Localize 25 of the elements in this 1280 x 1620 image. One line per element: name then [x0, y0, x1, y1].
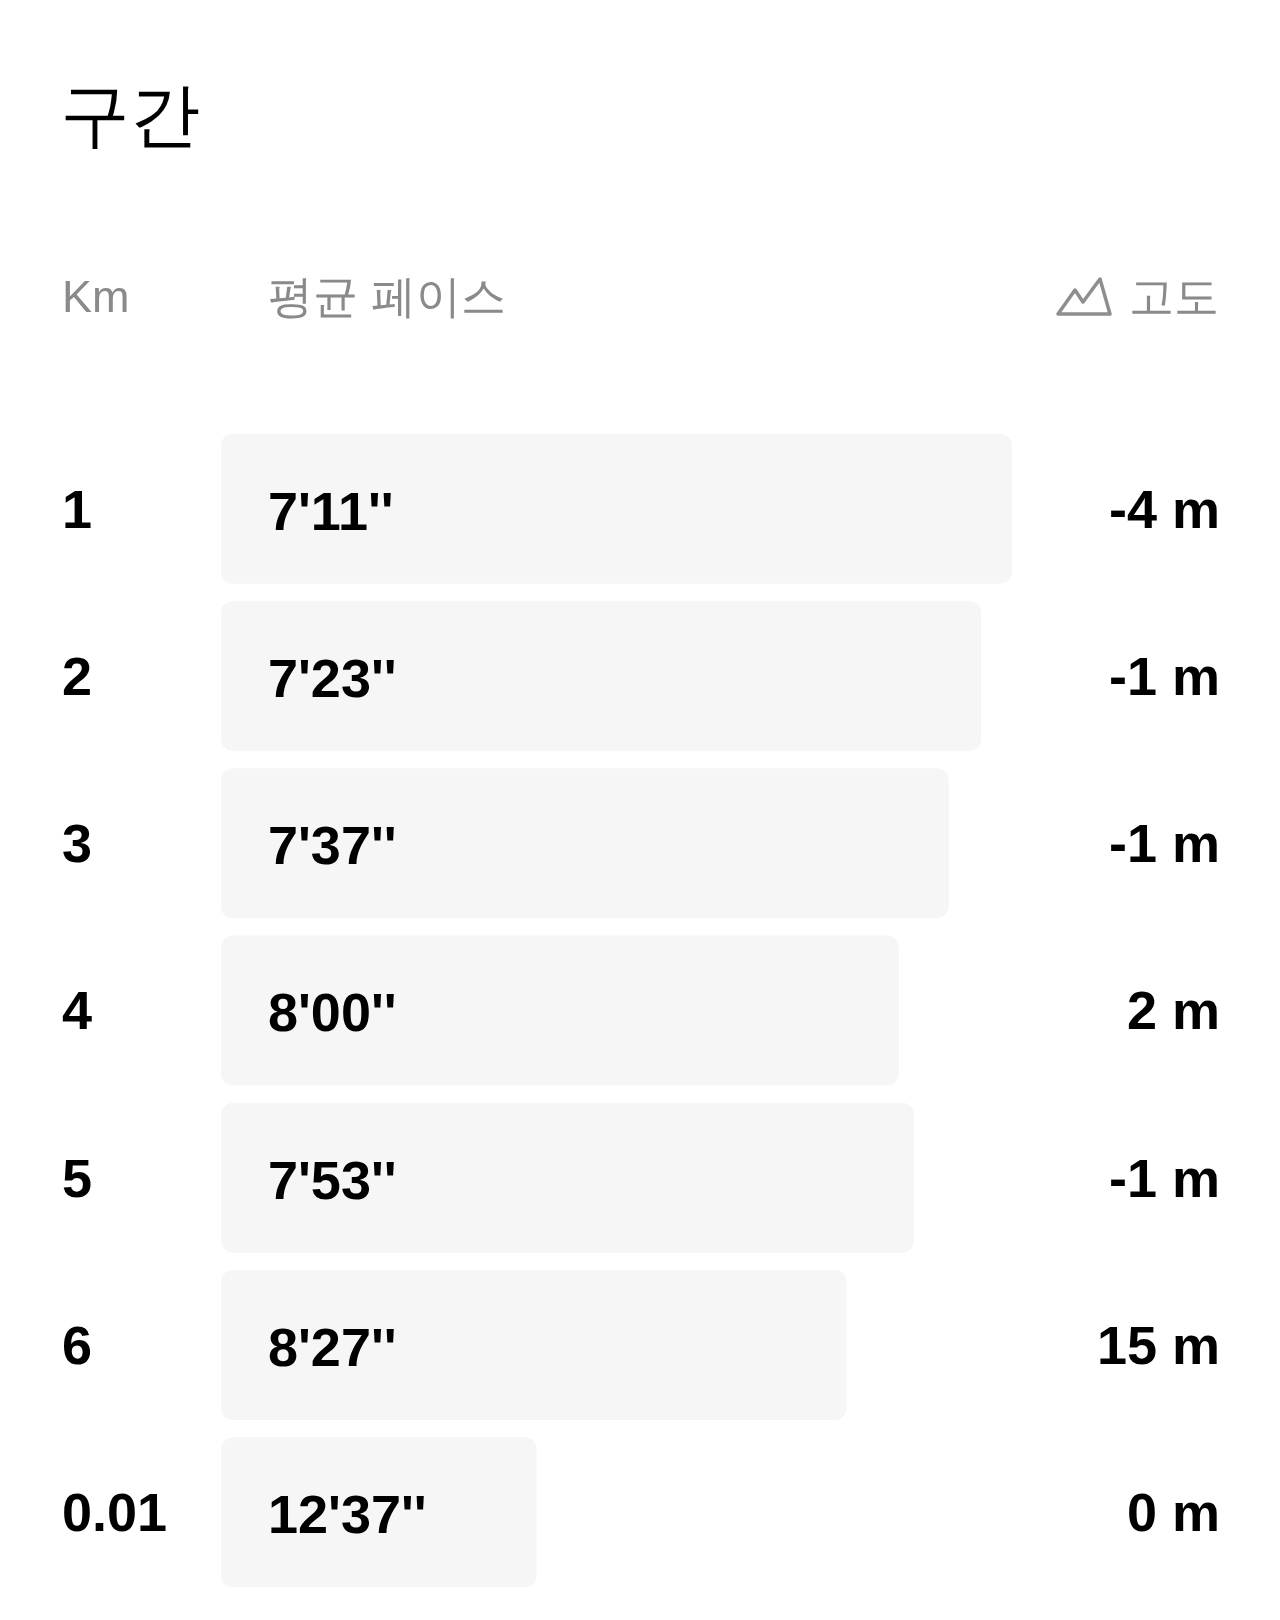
y-tick-label: 2: [62, 645, 93, 706]
annotation: 7'53'': [268, 1149, 397, 1210]
y2-tick-label: -4 m: [1108, 478, 1220, 539]
y-tick-label: 5: [62, 1147, 93, 1208]
y-tick-label: 4: [62, 980, 93, 1041]
y-tick-label: 1: [62, 478, 93, 539]
y2-tick-label: 0 m: [1126, 1482, 1220, 1543]
annotation: 12'37'': [268, 1484, 427, 1545]
y-axis-title: Km: [62, 270, 130, 324]
annotation: 7'23'': [268, 647, 397, 708]
y2-tick-label: -1 m: [1108, 645, 1220, 706]
y2-tick-label: -1 m: [1108, 813, 1220, 874]
y2-axis-title: 고도: [1129, 270, 1219, 324]
annotation: 7'37'': [268, 815, 397, 876]
annotation: 8'00'': [268, 982, 397, 1043]
y2-tick-label: -1 m: [1108, 1147, 1220, 1208]
y2-tick-label: 15 m: [1096, 1314, 1220, 1375]
y2-tick-label: 2 m: [1126, 980, 1220, 1041]
annotation: 7'11'': [268, 480, 394, 541]
y-tick-label: 3: [62, 813, 93, 874]
x-axis-title: 평균 페이스: [268, 270, 506, 324]
y-tick-label: 6: [62, 1314, 93, 1375]
annotation: 8'27'': [268, 1316, 397, 1377]
y-tick-label: 0.01: [62, 1482, 168, 1543]
chart-title: 구간: [60, 76, 200, 154]
